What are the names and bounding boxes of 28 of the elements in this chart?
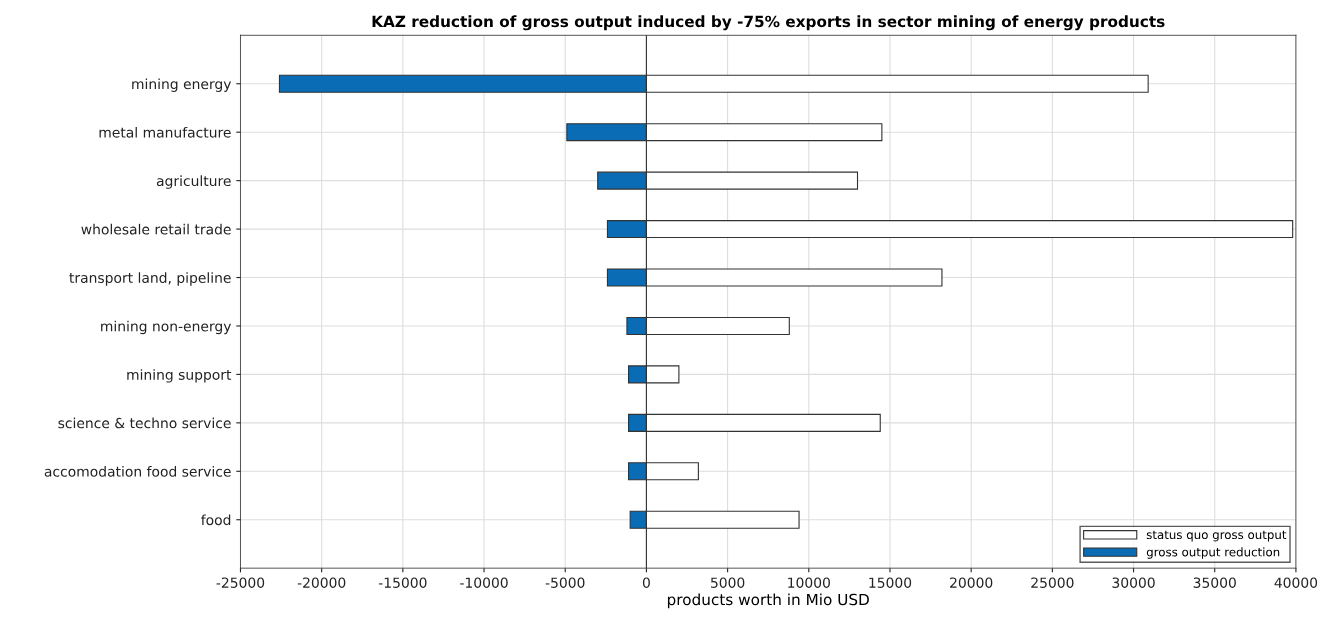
legend-label: gross output reduction	[1146, 547, 1280, 559]
x-tick-label: 15000	[869, 577, 912, 588]
x-tick-label: 25000	[1031, 577, 1074, 588]
x-tick-label: 5000	[711, 577, 745, 588]
y-tick-label: metal manufacture	[99, 126, 231, 138]
y-tick-label: accomodation food service	[44, 466, 231, 477]
x-tick-label: 0	[642, 577, 650, 588]
x-tick-label: 35000	[1193, 577, 1236, 588]
x-tick-label: -5000	[545, 577, 585, 588]
x-tick-label: 20000	[950, 577, 993, 588]
x-tick-label: 10000	[788, 577, 830, 588]
chart-title: KAZ reduction of gross output induced by -75% exports in sector mining of energy products	[372, 15, 1165, 31]
x-tick-label: -15000	[378, 577, 427, 588]
y-tick-label: transport land, pipeline	[69, 272, 231, 286]
x-tick-label: -25000	[216, 577, 265, 588]
y-tick-label: mining energy	[132, 78, 232, 92]
y-tick-label: science & techno service	[58, 417, 231, 429]
y-tick-label: mining non-energy	[101, 320, 232, 335]
y-tick-label: wholesale retail trade	[81, 223, 231, 235]
y-tick-label: food	[201, 514, 231, 526]
y-tick-label: mining support	[127, 369, 232, 383]
x-tick-label: 40000	[1274, 577, 1318, 588]
x-tick-label: -10000	[460, 577, 508, 588]
y-tick-label: agriculture	[156, 175, 231, 189]
x-tick-label: -20000	[297, 577, 346, 588]
legend-label: status quo gross output	[1146, 530, 1287, 542]
x-axis-title: products worth in Mio USD	[667, 593, 869, 609]
x-tick-label: 30000	[1112, 577, 1155, 588]
